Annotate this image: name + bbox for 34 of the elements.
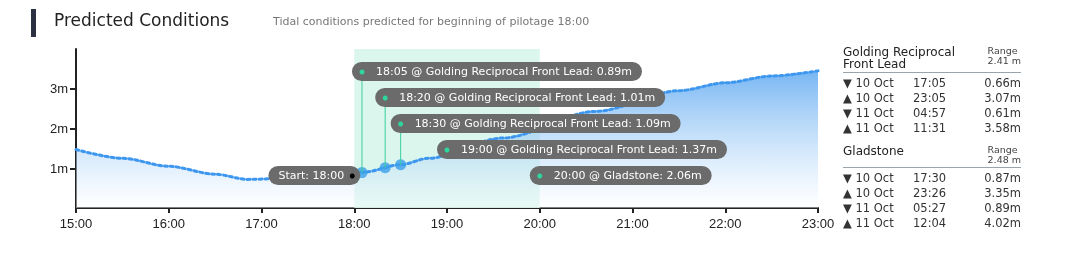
x-tick-label: 23:00	[801, 216, 835, 231]
x-tick-label: 15:00	[59, 216, 93, 231]
text: ▼ 11 Oct 04:57 0.61m	[843, 106, 1021, 120]
text: ▲ 11 Oct 11:31 3.58m	[843, 121, 1021, 135]
x-tick-label: 17:00	[245, 216, 278, 231]
annotation: 18:30 @ Golding Reciprocal Front Lead: 1.09m	[414, 117, 671, 130]
x-tick-label: 16:00	[152, 216, 186, 231]
text: Gladstone	[843, 144, 905, 158]
text: Golding Reciprocal Front Lead	[843, 45, 956, 71]
point	[379, 162, 391, 174]
text: Range 2.41 m	[987, 45, 1021, 66]
text: ▼ 11 Oct 05:27 0.89m	[843, 201, 1021, 215]
text: ▼ 10 Oct 17:30 0.87m	[843, 171, 1021, 185]
text: ▲ 10 Oct 23:26 3.35m	[843, 186, 1021, 200]
x-tick-label: 21:00	[616, 216, 649, 231]
annotation: 18:20 @ Golding Reciprocal Front Lead: 1.01m	[399, 91, 656, 104]
y-tick-label: 2m	[49, 121, 68, 136]
text: ▲ 11 Oct 12:04 4.02m	[843, 216, 1021, 230]
annotation: Start: 18:00	[278, 169, 345, 182]
y-tick-label: 1m	[49, 160, 68, 176]
text: ▲ 10 Oct 23:05 3.07m	[843, 91, 1021, 105]
chart-title: Predicted Conditions	[54, 10, 230, 30]
x-tick-label: 18:00	[337, 216, 371, 231]
x-tick-label: 19:00	[430, 216, 464, 231]
chart-subtitle: Tidal conditions predicted for beginning of pilotage 18:00	[273, 15, 590, 28]
point	[395, 159, 407, 171]
text: Range 2.48 m	[987, 144, 1021, 165]
x-tick-label: 20:00	[523, 216, 557, 231]
y-tick-label: 3m	[49, 81, 68, 97]
annotation: 18:05 @ Golding Reciprocal Front Lead: 0.89m	[375, 65, 632, 78]
annotation: 20:00 @ Gladstone: 2.06m	[553, 169, 702, 182]
text: ▼ 10 Oct 17:05 0.66m	[843, 76, 1021, 90]
annotation: 19:00 @ Golding Reciprocal Front Lead: 1.37m	[461, 143, 718, 156]
x-tick-label: 22:00	[708, 216, 742, 231]
